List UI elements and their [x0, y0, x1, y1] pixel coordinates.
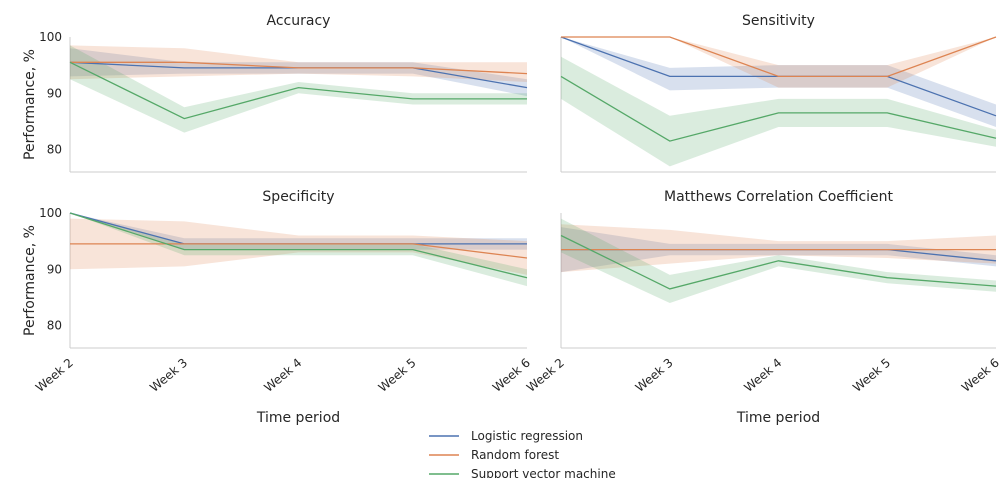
- x-tick-label: Week 4: [261, 356, 304, 395]
- series-band: [561, 224, 996, 273]
- y-tick-label: 100: [39, 30, 62, 44]
- y-axis-title: Performance, %: [22, 49, 38, 160]
- series-band: [70, 48, 527, 97]
- x-tick-label: Week 5: [850, 356, 893, 395]
- subplot-4: Matthews Correlation Coefficient Week 2 We…: [524, 189, 1001, 426]
- y-axis-title: Performance, %: [22, 225, 38, 336]
- y-tick-label: 90: [47, 86, 62, 100]
- series-line: [560, 234, 997, 290]
- series-band: [70, 213, 527, 250]
- x-tick-label: Week 2: [33, 356, 76, 395]
- panel-title: Accuracy: [267, 13, 331, 29]
- series-line: [70, 61, 528, 75]
- panel-title: Specificity: [262, 189, 334, 205]
- x-axis-title: Time period: [736, 410, 820, 426]
- x-tick-label: Week 3: [147, 356, 190, 395]
- y-tick-label: 90: [47, 262, 62, 276]
- panel-title: Sensitivity: [742, 13, 815, 29]
- legend: Logistic regression Random forest Support …: [429, 429, 616, 481]
- x-tick-label: Week 5: [376, 356, 419, 395]
- legend-label: Logistic regression: [471, 429, 583, 443]
- legend-label: Support vector machine: [471, 467, 616, 478]
- series-line: [561, 36, 997, 78]
- x-tick-label: Week 3: [633, 356, 676, 395]
- x-tick-label: Week 6: [490, 356, 533, 395]
- y-tick-label: 80: [47, 143, 62, 157]
- subplot-2: Sensitivity: [560, 13, 997, 173]
- series-band: [70, 45, 527, 82]
- x-tick-label: Week 2: [524, 356, 567, 395]
- series-line: [560, 75, 997, 142]
- legend-label: Random forest: [471, 448, 559, 462]
- panel-title: Matthews Correlation Coefficient: [664, 189, 894, 205]
- series-line: [70, 243, 528, 259]
- x-axis-title: Time period: [256, 410, 340, 426]
- x-tick-label: Week 4: [741, 356, 784, 395]
- series-band: [561, 37, 996, 127]
- x-tick-label: Week 6: [959, 356, 1001, 395]
- series-band: [70, 45, 527, 133]
- y-tick-label: 80: [47, 319, 62, 333]
- y-tick-label: 100: [39, 206, 62, 220]
- series-band: [70, 218, 527, 275]
- series-band: [561, 37, 996, 88]
- series-line: [69, 212, 528, 279]
- series-line: [69, 61, 527, 120]
- series-band: [561, 56, 996, 167]
